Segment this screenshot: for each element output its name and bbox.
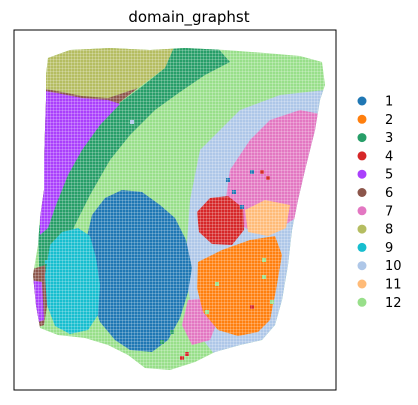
legend-label-1: 1 (385, 95, 393, 110)
chart-title: domain_graphst (128, 8, 249, 27)
legend-label-2: 2 (385, 113, 393, 128)
legend-marker-12 (357, 297, 367, 307)
legend-label-3: 3 (385, 131, 393, 146)
legend-label-7: 7 (385, 204, 393, 219)
legend-marker-10 (357, 261, 367, 271)
legend-marker-2 (357, 114, 367, 124)
legend-label-4: 4 (385, 149, 393, 164)
legend-marker-8 (357, 224, 367, 234)
legend-marker-4 (357, 151, 367, 161)
legend-marker-3 (357, 133, 367, 143)
legend-label-8: 8 (385, 223, 393, 238)
legend-marker-6 (357, 188, 367, 197)
legend-label-9: 9 (385, 241, 393, 256)
plot-frame (13, 29, 337, 391)
legend-marker-9 (357, 242, 367, 252)
legend-label-6: 6 (385, 186, 393, 201)
legend-marker-11 (357, 279, 367, 289)
legend-label-10: 10 (385, 259, 402, 274)
legend-marker-5 (357, 169, 367, 179)
legend-marker-1 (357, 96, 367, 106)
legend-label-5: 5 (385, 168, 393, 183)
legend-label-11: 11 (385, 278, 402, 293)
legend-label-12: 12 (385, 296, 402, 311)
legend-marker-7 (357, 206, 367, 216)
